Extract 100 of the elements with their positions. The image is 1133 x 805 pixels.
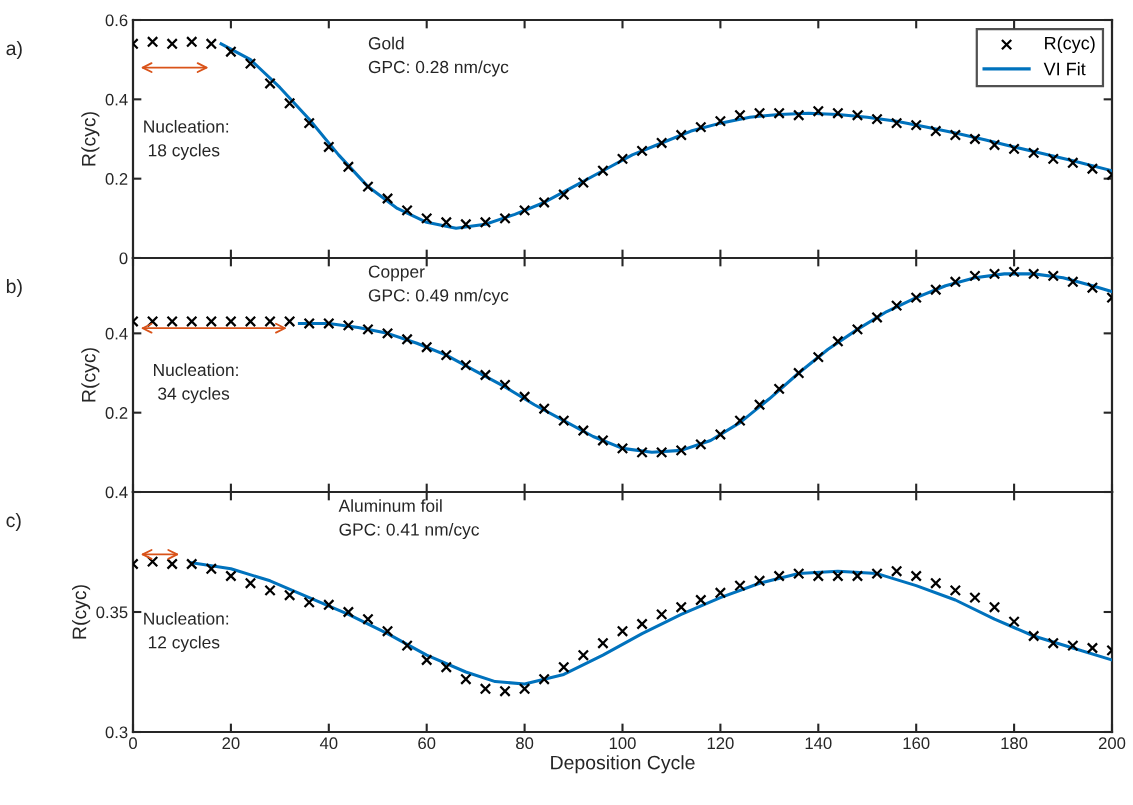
y-tick-label: 0.2 — [105, 173, 128, 185]
point — [910, 570, 922, 582]
point — [1067, 639, 1079, 652]
point — [225, 570, 237, 582]
point — [812, 351, 825, 363]
y-tick-label: 0.6 — [105, 14, 128, 27]
point — [303, 596, 315, 609]
x-tick-label: 180 — [1001, 737, 1028, 750]
point — [264, 584, 276, 597]
point — [1008, 615, 1020, 628]
point — [538, 196, 550, 209]
point — [342, 319, 355, 332]
point — [714, 587, 727, 599]
point — [499, 379, 511, 391]
point — [303, 117, 315, 129]
point — [988, 139, 1001, 151]
point — [244, 315, 257, 328]
legend-label: VI Fit — [1043, 62, 1086, 76]
point — [401, 639, 413, 652]
point — [460, 218, 472, 231]
point — [1067, 276, 1079, 288]
point — [753, 107, 766, 119]
annotation: Gold GPC: 0.28 nm/cyc — [368, 36, 509, 77]
text: a) — [6, 40, 22, 60]
point — [988, 601, 1001, 613]
point — [871, 311, 883, 324]
point — [851, 323, 864, 336]
point — [518, 391, 531, 403]
point — [146, 555, 159, 568]
point — [597, 434, 609, 447]
annotation: Nucleation: 18 cycles — [144, 119, 229, 160]
point — [420, 212, 433, 225]
point — [557, 661, 570, 673]
y-tick-label: 0.4 — [105, 486, 128, 499]
point — [323, 599, 335, 611]
point — [323, 141, 335, 153]
point — [969, 591, 981, 604]
point — [773, 570, 785, 582]
point — [342, 606, 355, 618]
y-axis-title: R(cyc) — [81, 348, 100, 402]
point — [832, 335, 844, 348]
point — [381, 625, 394, 637]
point — [205, 38, 218, 50]
point — [557, 414, 570, 427]
point — [655, 446, 668, 459]
point — [146, 315, 159, 328]
point — [636, 145, 648, 157]
point — [1027, 147, 1040, 159]
point — [538, 673, 550, 685]
y-axis-title: R(cyc) — [72, 585, 91, 639]
x-tick-label: 40 — [319, 737, 338, 750]
x-tick-label: 0 — [129, 737, 137, 750]
point — [283, 315, 296, 328]
point — [636, 618, 648, 630]
point — [675, 129, 688, 141]
x-tick-label: 60 — [418, 737, 436, 750]
point — [538, 402, 550, 415]
y-tick-label: 0 — [119, 252, 128, 265]
point — [890, 299, 903, 312]
point — [166, 315, 178, 328]
point — [616, 153, 629, 165]
point — [851, 570, 864, 582]
point — [401, 333, 413, 346]
point — [714, 115, 727, 127]
point — [381, 192, 394, 205]
point — [1027, 630, 1040, 642]
text: c) — [6, 512, 21, 532]
point — [949, 129, 962, 141]
annotation: Nucleation: 12 cycles — [144, 612, 229, 652]
point — [616, 625, 629, 637]
x-axis-title: Deposition Cycle — [551, 755, 695, 774]
point — [264, 77, 276, 90]
point — [734, 414, 746, 427]
x-tick-label: 80 — [516, 737, 534, 750]
x-tick-label: 200 — [1098, 737, 1126, 750]
text: b) — [6, 278, 22, 298]
point — [1027, 268, 1040, 280]
point — [225, 45, 237, 58]
point — [264, 315, 276, 328]
point — [577, 424, 590, 437]
point — [381, 327, 394, 340]
point — [283, 589, 296, 601]
point — [244, 577, 257, 589]
point — [930, 125, 942, 137]
x-tick-label: 160 — [903, 737, 930, 750]
point — [1086, 642, 1099, 654]
point — [362, 180, 374, 193]
point — [185, 558, 198, 570]
point — [1047, 153, 1060, 165]
point — [792, 567, 805, 580]
point — [499, 212, 511, 225]
x-tick-label: 100 — [609, 737, 636, 750]
point — [479, 369, 492, 381]
point — [930, 577, 942, 589]
point — [890, 565, 903, 577]
point — [910, 119, 922, 131]
legend-label: R(cyc) — [1045, 36, 1095, 54]
point — [597, 164, 609, 177]
point — [773, 383, 785, 395]
point — [792, 109, 805, 121]
